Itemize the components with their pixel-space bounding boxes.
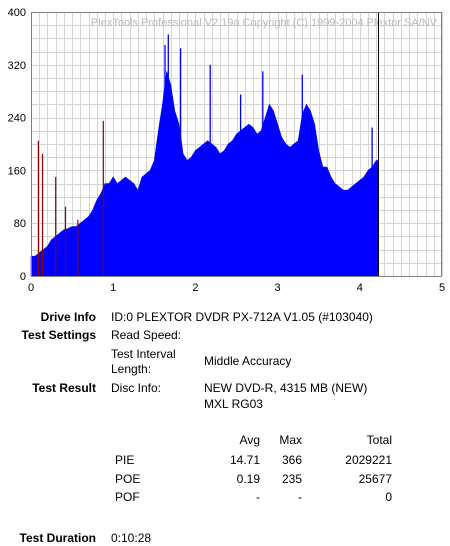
result-row-name: POE xyxy=(115,472,141,486)
drive-info-value: ID:0 PLEXTOR DVDR PX-712A V1.05 (#103040… xyxy=(111,310,373,324)
y-tick-label: 80 xyxy=(14,218,26,230)
x-tick-label: 4 xyxy=(357,282,363,294)
test-result-label: Test Result xyxy=(32,381,96,395)
result-row-name: PIE xyxy=(115,453,135,467)
chart-svg: PlexTools Professional V2.19a Copyright … xyxy=(8,7,445,294)
result-row-max: 366 xyxy=(281,453,302,467)
x-tick-label: 3 xyxy=(275,282,281,294)
x-tick-label: 0 xyxy=(28,282,34,294)
result-row-max: 235 xyxy=(281,472,302,486)
test-interval-value: Middle Accuracy xyxy=(204,354,292,368)
result-row-total: 25677 xyxy=(358,472,392,486)
read-speed-label: Read Speed: xyxy=(111,328,182,342)
y-tick-label: 320 xyxy=(8,60,26,72)
avg-header: Avg xyxy=(239,433,260,447)
y-tick-label: 0 xyxy=(20,271,26,283)
test-settings-label: Test Settings xyxy=(21,328,96,342)
x-tick-label: 2 xyxy=(192,282,198,294)
pie-poe-chart: PlexTools Professional V2.19a Copyright … xyxy=(8,7,445,294)
drive-info-label: Drive Info xyxy=(40,310,96,324)
result-row-avg: - xyxy=(256,490,260,504)
test-duration-value: 0:10:28 xyxy=(111,531,152,545)
result-row-name: POF xyxy=(115,490,140,504)
result-row-avg: 0.19 xyxy=(236,472,260,486)
result-row-avg: 14.71 xyxy=(229,453,260,467)
max-header: Max xyxy=(279,433,302,447)
y-tick-label: 400 xyxy=(8,7,26,19)
result-row-total: 0 xyxy=(385,490,392,504)
chart-title-watermark: PlexTools Professional V2.19a Copyright … xyxy=(91,17,438,29)
result-row-max: - xyxy=(298,490,302,504)
x-tick-label: 5 xyxy=(439,282,445,294)
pie-area xyxy=(30,71,379,277)
y-tick-label: 240 xyxy=(8,113,26,125)
disc-info-value-1: NEW DVD-R, 4315 MB (NEW) xyxy=(204,381,368,395)
test-interval-label: Test Interval Length: xyxy=(111,347,176,376)
x-tick-label: 1 xyxy=(110,282,116,294)
total-header: Total xyxy=(366,433,392,447)
disc-info-label: Disc Info: xyxy=(111,381,162,395)
test-duration-label: Test Duration xyxy=(19,531,96,545)
y-tick-label: 160 xyxy=(8,165,26,177)
result-row-total: 2029221 xyxy=(345,453,392,467)
disc-info-value-2: MXL RG03 xyxy=(204,397,263,411)
plot-frame xyxy=(31,12,442,277)
